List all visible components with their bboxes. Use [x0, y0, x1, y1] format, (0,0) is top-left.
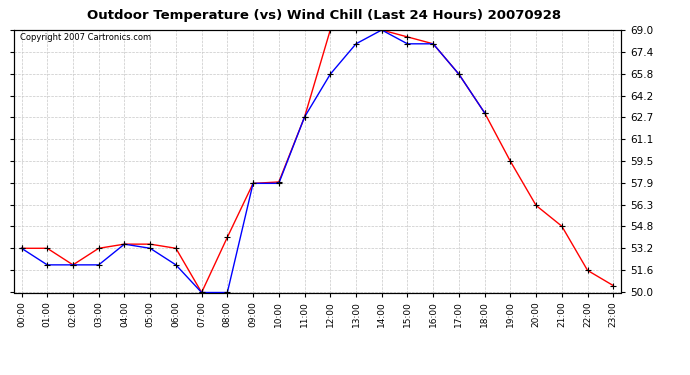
Text: Outdoor Temperature (vs) Wind Chill (Last 24 Hours) 20070928: Outdoor Temperature (vs) Wind Chill (Las…	[87, 9, 562, 22]
Text: Copyright 2007 Cartronics.com: Copyright 2007 Cartronics.com	[20, 33, 151, 42]
